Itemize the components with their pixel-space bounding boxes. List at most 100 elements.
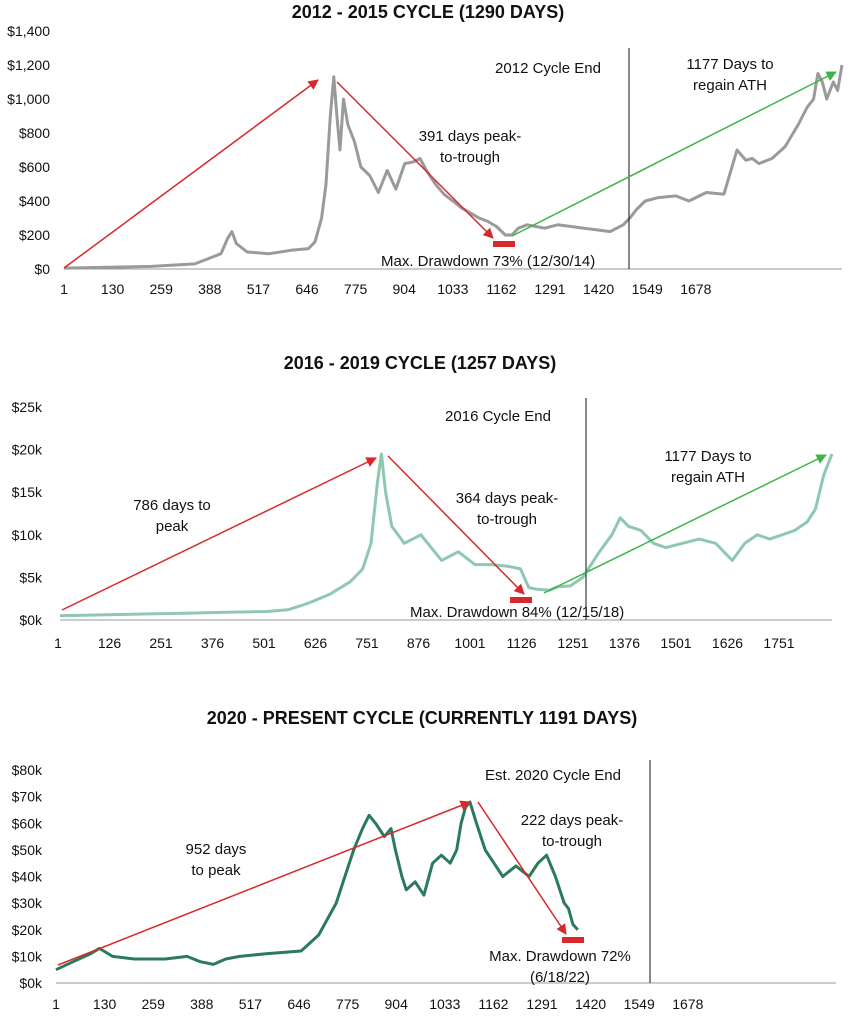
y-tick-label: $30k [12, 895, 43, 911]
x-tick-label: 501 [252, 635, 276, 651]
x-tick-label: 130 [101, 281, 125, 297]
x-tick-label: 376 [201, 635, 225, 651]
x-tick-label: 1549 [632, 281, 663, 297]
chart-2-trough-marker [510, 597, 532, 603]
y-tick-label: $800 [19, 125, 50, 141]
chart-3-rise-arrow [57, 800, 471, 966]
chart-2-x-axis: 1 126 251 376 501 626 751 876 1001 1126 1251 1376 15… [54, 635, 795, 651]
x-tick-label: 1549 [624, 996, 655, 1012]
chart-3-drawdown-label-1: Max. Drawdown 72% [489, 948, 631, 965]
x-tick-label: 517 [239, 996, 263, 1012]
x-tick-label: 1626 [712, 635, 743, 651]
chart-1-drawdown-label: Max. Drawdown 73% (12/30/14) [381, 253, 595, 270]
chart-2-ath-label-1: 1177 Days to [664, 448, 751, 465]
y-tick-label: $1,200 [7, 57, 50, 73]
chart-1-y-axis: $0 $200 $400 $600 $800 $1,000 $1,200 $1,400 [7, 23, 50, 277]
y-tick-label: $600 [19, 159, 50, 175]
x-tick-label: 1 [60, 281, 68, 297]
y-tick-label: $25k [12, 399, 43, 415]
y-tick-label: $1,000 [7, 91, 50, 107]
y-tick-label: $0k [19, 975, 43, 991]
x-tick-label: 1162 [486, 281, 516, 297]
x-tick-label: 1678 [680, 281, 711, 297]
chart-1-peak-trough-label-1: 391 days peak- [419, 128, 522, 145]
y-tick-label: $10k [12, 948, 43, 964]
y-tick-label: $70k [12, 789, 43, 805]
y-tick-label: $20k [12, 442, 43, 458]
chart-1-x-axis: 1 130 259 388 517 646 775 904 1033 1162 1291 1420 15… [60, 281, 711, 297]
chart-1-cycle-end-label: 2012 Cycle End [495, 60, 601, 77]
x-tick-label: 646 [287, 996, 311, 1012]
x-tick-label: 1501 [660, 635, 691, 651]
chart-1-trough-marker [493, 241, 515, 247]
chart-2-peak-label-1: 786 days to [133, 497, 211, 514]
chart-2016-2019: 2016 - 2019 CYCLE (1257 DAYS) $0k $5k $10k… [12, 353, 834, 651]
x-tick-label: 130 [93, 996, 117, 1012]
chart-1-ath-label-2: regain ATH [693, 77, 767, 94]
chart-3-peak-trough-label-1: 222 days peak- [521, 812, 624, 829]
x-tick-label: 1 [52, 996, 60, 1012]
chart-3-y-axis: $0k $10k $20k $30k $40k $50k $60k $70k $80k [12, 762, 43, 991]
x-tick-label: 626 [304, 635, 328, 651]
x-tick-label: 1126 [506, 635, 536, 651]
x-tick-label: 1 [54, 635, 62, 651]
x-tick-label: 1291 [534, 281, 565, 297]
chart-3-peak-label-2: to peak [191, 862, 241, 879]
x-tick-label: 751 [355, 635, 379, 651]
chart-2020-present: 2020 - PRESENT CYCLE (CURRENTLY 1191 DAY… [12, 708, 836, 1012]
chart-1-recovery-arrow [511, 71, 837, 237]
chart-1-title: 2012 - 2015 CYCLE (1290 DAYS) [292, 2, 564, 22]
chart-2-peak-trough-label-2: to-trough [477, 511, 537, 528]
chart-2012-2015: 2012 - 2015 CYCLE (1290 DAYS) $0 $200 $400… [7, 2, 844, 297]
chart-3-peak-label-1: 952 days [186, 841, 247, 858]
chart-3-trough-marker [562, 937, 584, 943]
chart-2-cycle-end-label: 2016 Cycle End [445, 408, 551, 425]
chart-1-rise-arrow [63, 79, 319, 269]
y-tick-label: $200 [19, 227, 50, 243]
chart-2-ath-label-2: regain ATH [671, 469, 745, 486]
x-tick-label: 1751 [763, 635, 794, 651]
chart-1-ath-label-1: 1177 Days to [686, 56, 773, 73]
x-tick-label: 1376 [609, 635, 640, 651]
chart-2-price-line [59, 452, 834, 618]
x-tick-label: 251 [149, 635, 173, 651]
x-tick-label: 775 [336, 996, 360, 1012]
chart-2-peak-label-2: peak [156, 518, 189, 535]
chart-3-title: 2020 - PRESENT CYCLE (CURRENTLY 1191 DAY… [207, 708, 637, 728]
x-tick-label: 126 [98, 635, 122, 651]
x-tick-label: 1420 [575, 996, 606, 1012]
x-tick-label: 259 [150, 281, 174, 297]
y-tick-label: $400 [19, 193, 50, 209]
x-tick-label: 1162 [478, 996, 508, 1012]
y-tick-label: $0k [19, 612, 43, 628]
chart-3-price-line [55, 800, 579, 972]
x-tick-label: 517 [247, 281, 271, 297]
chart-3-cycle-end-label: Est. 2020 Cycle End [485, 767, 621, 784]
x-tick-label: 1033 [429, 996, 460, 1012]
chart-1-drawdown-arrow [336, 81, 494, 239]
x-tick-label: 646 [295, 281, 319, 297]
chart-2-peak-trough-label-1: 364 days peak- [456, 490, 559, 507]
x-tick-label: 1033 [437, 281, 468, 297]
chart-2-drawdown-arrow [387, 455, 525, 595]
x-tick-label: 1291 [526, 996, 557, 1012]
x-tick-label: 904 [385, 996, 409, 1012]
y-tick-label: $1,400 [7, 23, 50, 39]
y-tick-label: $20k [12, 922, 43, 938]
y-tick-label: $50k [12, 842, 43, 858]
x-tick-label: 775 [344, 281, 368, 297]
y-tick-label: $60k [12, 815, 43, 831]
x-tick-label: 1678 [672, 996, 703, 1012]
chart-2-drawdown-label: Max. Drawdown 84% (12/15/18) [410, 604, 624, 621]
y-tick-label: $5k [19, 569, 43, 585]
x-tick-label: 1001 [454, 635, 485, 651]
chart-2-title: 2016 - 2019 CYCLE (1257 DAYS) [284, 353, 556, 373]
y-tick-label: $10k [12, 527, 43, 543]
x-tick-label: 1251 [557, 635, 588, 651]
x-tick-label: 904 [393, 281, 417, 297]
chart-1-price-line [63, 64, 844, 270]
chart-3-peak-trough-label-2: to-trough [542, 833, 602, 850]
chart-3-x-axis: 1 130 259 388 517 646 775 904 1033 1162 1291 1420 15… [52, 996, 703, 1012]
x-tick-label: 876 [407, 635, 431, 651]
